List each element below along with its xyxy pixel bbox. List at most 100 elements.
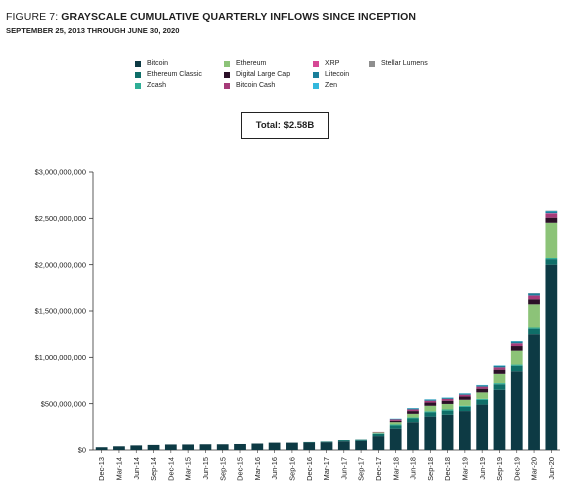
bar-segment-bitcoin-jun-18 <box>407 422 419 450</box>
legend-item-digital-large-cap: Digital Large Cap <box>224 71 290 78</box>
bar-segment-digital-large-cap-dec-18 <box>441 400 454 404</box>
bar-segment-bitcoin-cash-jun-20 <box>545 213 558 218</box>
figure-title: GRAYSCALE CUMULATIVE QUARTERLY INFLOWS S… <box>61 11 417 23</box>
x-tick-label: Sep-16 <box>288 457 297 481</box>
bar-segment-bitcoin-sep-18 <box>424 416 437 450</box>
bar-segment-zcash-mar-20 <box>528 327 540 329</box>
legend-label: Ethereum Classic <box>147 71 202 78</box>
bar-segment-digital-large-cap-mar-19 <box>458 396 471 400</box>
bar-segment-bitcoin-mar-15 <box>182 444 195 450</box>
bar-segment-ethereum-classic-jun-19 <box>476 399 489 405</box>
x-tick-label: Jun-16 <box>270 457 279 480</box>
bar-segment-bitcoin-dec-18 <box>441 414 454 450</box>
x-tick-label: Jun-19 <box>478 457 487 480</box>
bar-segment-ethereum-classic-mar-20 <box>528 328 540 335</box>
x-tick-label: Dec-18 <box>443 457 452 481</box>
y-tick-label: $2,500,000,000 <box>35 214 86 223</box>
y-tick-label: $1,500,000,000 <box>35 307 86 316</box>
bar-segment-digital-large-cap-jun-18 <box>407 411 419 414</box>
x-tick-label: Dec-16 <box>305 457 314 481</box>
bar-segment-zcash-dec-19 <box>510 364 523 366</box>
x-tick-label: Dec-13 <box>97 457 106 481</box>
legend-swatch-bitcoin-cash <box>224 82 230 89</box>
bar-segment-digital-large-cap-jun-20 <box>545 217 558 223</box>
bar-segment-ethereum-jun-18 <box>407 413 419 418</box>
bar-segment-litecoin-dec-18 <box>441 397 454 399</box>
x-tick-label: Mar-20 <box>530 457 539 480</box>
bar-segment-zcash-sep-18 <box>424 411 437 413</box>
legend-item-ethereum: Ethereum <box>224 60 266 67</box>
legend-label: Stellar Lumens <box>381 60 428 67</box>
figure-label: FIGURE 7: <box>6 11 62 23</box>
bar-segment-zcash-mar-19 <box>458 405 471 407</box>
bar-segment-ethereum-classic-sep-17 <box>355 439 367 441</box>
legend-label: Bitcoin <box>147 60 169 67</box>
x-tick-label: Sep-19 <box>495 457 504 481</box>
legend-swatch-ethereum-classic <box>135 71 141 78</box>
bar-segment-bitcoin-mar-20 <box>528 334 540 450</box>
bar-segment-ethereum-jun-20 <box>545 222 558 258</box>
chart-title: FIGURE 7: GRAYSCALE CUMULATIVE QUARTERLY… <box>6 11 416 23</box>
legend-swatch-zen <box>313 82 319 89</box>
x-tick-label: Mar-16 <box>253 457 262 480</box>
x-tick-label: Jun-18 <box>409 457 418 480</box>
bar-segment-bitcoin-mar-19 <box>458 411 471 450</box>
bar-segment-bitcoin-dec-13 <box>95 447 108 450</box>
bar-segment-bitcoin-jun-17 <box>337 441 350 450</box>
chart-legend: Bitcoin Ethereum XRP Stellar Lumens Ethereum… <box>135 60 465 96</box>
legend-item-xrp: XRP <box>313 60 339 67</box>
bar-segment-bitcoin-sep-14 <box>147 444 160 450</box>
bar-segment-zcash-dec-18 <box>441 409 454 411</box>
bar-segment-litecoin-jun-19 <box>476 385 489 387</box>
bar-segment-digital-large-cap-mar-18 <box>389 420 402 423</box>
bar-segment-bitcoin-cash-jun-18 <box>407 409 419 412</box>
x-tick-label: Sep-18 <box>426 457 435 481</box>
bar-segment-ethereum-classic-dec-18 <box>441 410 454 415</box>
chart-subtitle: SEPTEMBER 25, 2013 THROUGH JUNE 30, 2020 <box>6 26 180 35</box>
y-tick-label: $0 <box>78 446 86 455</box>
legend-item-zcash: Zcash <box>135 82 166 89</box>
bar-segment-ethereum-dec-19 <box>510 350 523 365</box>
bar-segment-litecoin-jun-20 <box>545 211 558 214</box>
y-tick-label: $3,000,000,000 <box>35 168 86 177</box>
bar-segment-bitcoin-cash-mar-19 <box>458 394 471 397</box>
legend-swatch-ethereum <box>224 60 230 67</box>
x-tick-label: Dec-19 <box>512 457 521 481</box>
bar-segment-bitcoin-mar-16 <box>251 443 264 450</box>
legend-label: Ethereum <box>236 60 267 67</box>
legend-swatch-xrp <box>313 60 319 67</box>
bar-segment-bitcoin-cash-dec-18 <box>441 398 454 401</box>
bar-segment-bitcoin-sep-16 <box>286 442 298 450</box>
bar-segment-ethereum-classic-mar-17 <box>320 441 333 443</box>
bar-segment-ethereum-mar-19 <box>458 399 471 406</box>
bar-segment-zcash-jun-20 <box>545 257 558 260</box>
bar-segment-ethereum-classic-sep-19 <box>493 384 506 390</box>
x-tick-label: Dec-14 <box>166 457 175 481</box>
x-tick-label: Jun-14 <box>132 457 141 480</box>
x-tick-label: Sep-17 <box>357 457 366 481</box>
x-tick-label: Mar-18 <box>391 457 400 480</box>
x-tick-label: Mar-17 <box>322 457 331 480</box>
bar-segment-ethereum-jun-19 <box>476 392 489 399</box>
legend-label: Litecoin <box>325 71 350 78</box>
y-tick-label: $1,000,000,000 <box>35 353 86 362</box>
legend-label: Digital Large Cap <box>236 71 291 78</box>
x-tick-label: Mar-15 <box>184 457 193 480</box>
legend-swatch-bitcoin <box>135 60 141 67</box>
bar-segment-ethereum-sep-19 <box>493 373 506 384</box>
bar-segment-digital-large-cap-dec-19 <box>510 346 523 351</box>
bar-segment-bitcoin-cash-jun-19 <box>476 386 489 389</box>
x-tick-label: Jun-20 <box>547 457 556 480</box>
bar-segment-bitcoin-dec-14 <box>164 444 177 450</box>
legend-item-bitcoin: Bitcoin <box>135 60 168 67</box>
bar-segment-bitcoin-jun-19 <box>476 404 489 450</box>
bar-segment-bitcoin-cash-sep-18 <box>424 400 437 403</box>
x-tick-label: Mar-19 <box>460 457 469 480</box>
bar-segment-bitcoin-sep-15 <box>216 444 229 450</box>
bar-segment-ethereum-classic-dec-17 <box>372 433 385 437</box>
bar-segment-litecoin-dec-19 <box>510 341 523 344</box>
bar-segment-ethereum-classic-mar-19 <box>458 406 471 412</box>
legend-label: Zen <box>325 82 338 89</box>
bar-segment-litecoin-sep-19 <box>493 365 506 368</box>
